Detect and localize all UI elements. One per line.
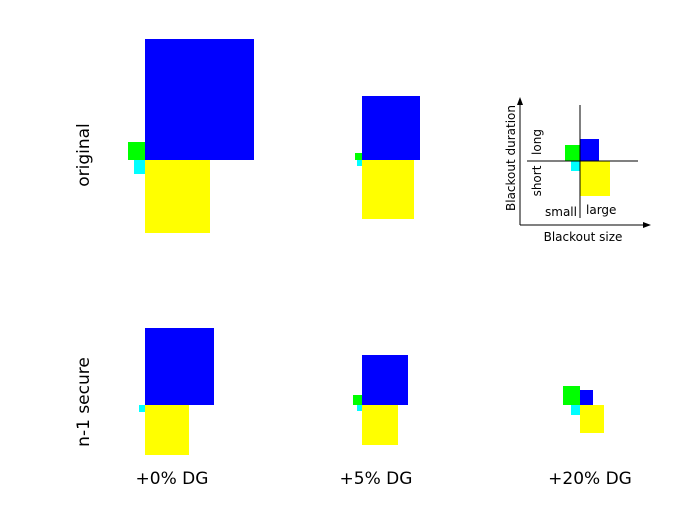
- quadrant-small-long: [353, 395, 362, 405]
- legend-label-long: long: [530, 129, 544, 155]
- legend-quadrant-small-long: [565, 145, 580, 161]
- panel-original-5pct: [355, 96, 420, 219]
- quadrant-large-long: [580, 390, 593, 405]
- row-label-original: original: [74, 123, 94, 187]
- col-label-5pct: +5% DG: [340, 469, 413, 489]
- legend-quadrant-large-short: [580, 161, 610, 196]
- quadrant-large-long: [145, 328, 214, 405]
- quadrant-small-long: [355, 153, 362, 160]
- panel-n1-5pct: [353, 355, 408, 445]
- col-label-0pct: +0% DG: [136, 469, 209, 489]
- quadrant-large-short: [362, 405, 398, 445]
- quadrant-large-long: [362, 96, 420, 160]
- legend-panel: small large long short Blackout size Bla…: [504, 97, 651, 244]
- quadrant-large-short: [362, 160, 414, 219]
- quadrant-large-short: [580, 405, 604, 433]
- legend-y-axis-label: Blackout duration: [504, 105, 518, 211]
- quadrant-small-short: [139, 405, 145, 412]
- col-label-20pct: +20% DG: [548, 469, 632, 489]
- legend-label-large: large: [586, 203, 616, 217]
- quadrant-small-short: [357, 405, 362, 411]
- quadrant-small-long: [563, 386, 580, 405]
- panel-original-0pct: [128, 39, 254, 233]
- legend-quadrant-large-long: [580, 139, 599, 161]
- quadrant-large-long: [362, 355, 408, 405]
- quadrant-small-short: [357, 160, 362, 166]
- quadrant-small-short: [134, 160, 145, 174]
- legend-x-axis-label: Blackout size: [544, 230, 623, 244]
- quadrant-large-short: [145, 405, 189, 455]
- legend-label-small: small: [545, 205, 577, 219]
- quadrant-small-short: [571, 405, 580, 415]
- legend-label-short: short: [530, 165, 544, 196]
- panel-n1-20pct: [563, 386, 604, 433]
- quadrant-large-short: [145, 160, 210, 233]
- panel-n1-0pct: [139, 328, 214, 455]
- legend-quadrant-small-short: [571, 161, 580, 171]
- quadrant-large-long: [145, 39, 254, 160]
- legend-y-axis-arrow: [517, 97, 523, 105]
- legend-x-axis-arrow: [643, 222, 651, 228]
- quadrant-small-long: [128, 142, 145, 160]
- row-label-n1-secure: n-1 secure: [74, 357, 94, 447]
